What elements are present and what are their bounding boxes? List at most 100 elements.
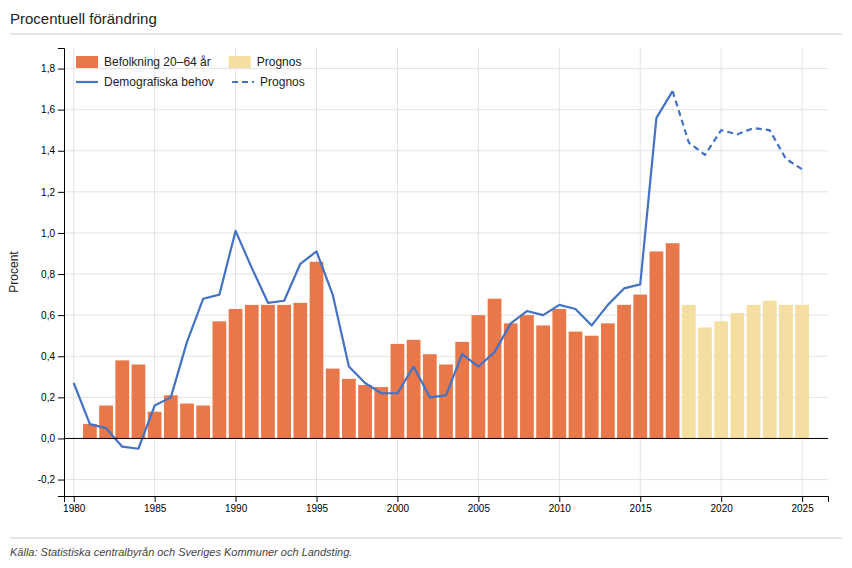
- bar: [504, 323, 518, 438]
- tick-mark: [74, 496, 75, 502]
- grid-line-x: [73, 48, 74, 496]
- bar: [245, 305, 259, 439]
- tick: 1,0: [41, 228, 64, 239]
- bar: [132, 364, 146, 438]
- tick: 2000: [387, 496, 410, 514]
- bar: [115, 360, 129, 438]
- zero-line: [64, 438, 828, 439]
- divider: [10, 34, 842, 35]
- tick: 2020: [711, 496, 734, 514]
- bar: [569, 332, 583, 439]
- tick-label: 2000: [387, 503, 410, 514]
- tick-mark: [58, 151, 64, 152]
- tick: 1990: [225, 496, 248, 514]
- tick: 1,8: [41, 63, 64, 74]
- bar: [293, 303, 307, 439]
- tick: 2005: [468, 496, 491, 514]
- grid-line-y: [64, 191, 828, 192]
- bar: [342, 379, 356, 439]
- source: Källa: Statistiska centralbyrån och Sver…: [10, 546, 352, 558]
- legend-row: Befolkning 20–64 år Prognos: [76, 55, 301, 69]
- legend-label: Demografiska behov: [104, 75, 214, 89]
- tick-label: 1985: [144, 503, 167, 514]
- tick: 0,8: [41, 269, 64, 280]
- tick-mark: [236, 496, 237, 502]
- tick-mark: [58, 233, 64, 234]
- bar: [730, 313, 744, 438]
- tick-mark: [559, 496, 560, 502]
- bar: [439, 364, 453, 438]
- bar-series: [682, 301, 809, 439]
- tick-mark: [58, 274, 64, 275]
- tick: 0,0: [41, 433, 64, 444]
- tick-label: 0,4: [41, 351, 55, 362]
- tick-label: 2005: [468, 503, 491, 514]
- tick-mark: [58, 356, 64, 357]
- bar: [277, 305, 291, 439]
- bar: [698, 327, 712, 438]
- bar: [633, 295, 647, 439]
- tick: -0,2: [38, 474, 64, 485]
- tick-label: 1,6: [41, 104, 55, 115]
- bar: [763, 301, 777, 439]
- legend-label: Prognos: [260, 75, 305, 89]
- tick-mark: [58, 110, 64, 111]
- bar: [261, 305, 275, 439]
- tick-label: 2015: [630, 503, 653, 514]
- tick-label: 2010: [549, 503, 572, 514]
- legend-item: Befolkning 20–64 år: [76, 55, 211, 69]
- bar: [747, 305, 761, 439]
- tick-mark: [58, 69, 64, 70]
- tick-label: 0,0: [41, 433, 55, 444]
- tick-label: 2020: [711, 503, 734, 514]
- tick-mark: [58, 480, 64, 481]
- bar: [536, 325, 550, 438]
- line: [673, 91, 802, 169]
- tick-mark: [478, 496, 479, 502]
- tick-label: 1990: [225, 503, 248, 514]
- bar: [213, 321, 227, 438]
- bar: [358, 385, 372, 438]
- axis-domain: [65, 497, 829, 503]
- legend: Befolkning 20–64 årPrognosDemografiska b…: [76, 55, 305, 89]
- tick-mark: [397, 496, 398, 502]
- tick: 1,6: [41, 104, 64, 115]
- tick-mark: [58, 438, 64, 439]
- legend-swatch: [76, 56, 98, 68]
- legend-item: Demografiska behov: [76, 75, 214, 89]
- y-axis: -0,2 0,0 0,2 0,4 0,6 0,8 1,0 1,2 1,4 1,6 1,8: [38, 49, 65, 497]
- axis-domain: [58, 49, 65, 497]
- title: Procentuell förändring: [10, 10, 157, 27]
- grid-line-y: [64, 109, 828, 110]
- bar: [585, 336, 599, 439]
- bar: [471, 315, 485, 438]
- legend-row: Demografiska behov Prognos: [76, 75, 305, 89]
- bar: [520, 315, 534, 438]
- tick-label: -0,2: [38, 474, 56, 485]
- tick-mark: [640, 496, 641, 502]
- grid-line-y: [64, 438, 828, 439]
- bar: [779, 305, 793, 439]
- legend-item: Prognos: [229, 55, 302, 69]
- tick: 0,2: [41, 392, 64, 403]
- bar: [714, 321, 728, 438]
- tick-mark: [721, 496, 722, 502]
- grid-line-y: [64, 232, 828, 233]
- tick-label: 1,2: [41, 187, 55, 198]
- legend-swatch: [229, 56, 251, 68]
- grid-line-y: [64, 356, 828, 357]
- bar: [164, 395, 178, 438]
- x-axis: 1980198519901995200020052010201520202025: [63, 496, 828, 514]
- tick-mark: [155, 496, 156, 502]
- tick-label: 0,2: [41, 392, 55, 403]
- tick: 1995: [306, 496, 329, 514]
- tick-label: 0,6: [41, 310, 55, 321]
- tick-label: 1,4: [41, 145, 55, 156]
- tick-mark: [802, 496, 803, 502]
- bar: [310, 262, 324, 439]
- marks: [74, 91, 809, 449]
- grid: [64, 48, 828, 496]
- bar-series: [83, 243, 679, 438]
- legend-label: Befolkning 20–64 år: [104, 55, 211, 69]
- tick-label: 1980: [63, 503, 86, 514]
